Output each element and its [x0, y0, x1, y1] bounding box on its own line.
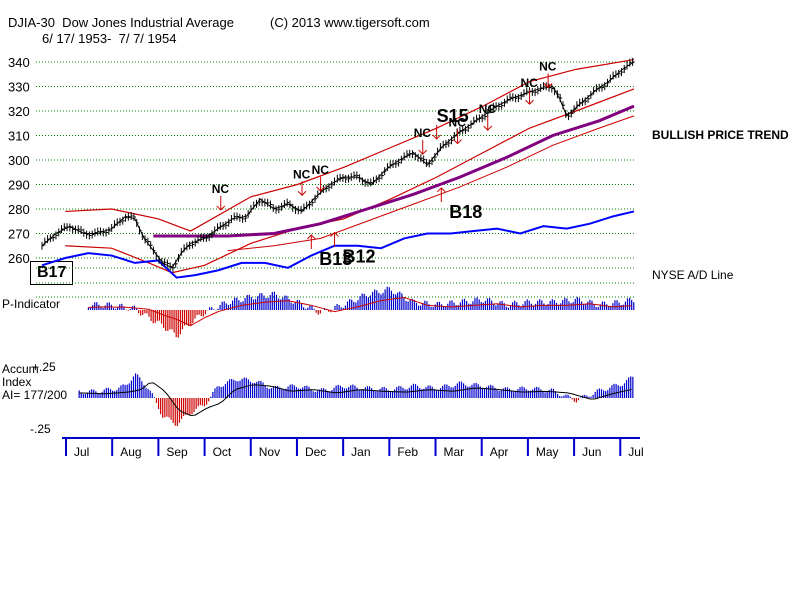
- signal-nc-arrowhead: [453, 139, 462, 145]
- accum-label: Accum: [2, 362, 39, 376]
- accum-ma: [79, 382, 632, 417]
- index-label: Index: [2, 375, 32, 389]
- y-tick-label: 300: [8, 153, 30, 168]
- month-label: Nov: [259, 445, 280, 459]
- accum-index-panel: [78, 373, 634, 427]
- b17-signal-box: B17: [30, 261, 74, 285]
- price-bars: [41, 57, 635, 272]
- month-label: Jul: [628, 445, 643, 459]
- month-label: Apr: [490, 445, 509, 459]
- date-range: 6/ 17/ 1953- 7/ 7/ 1954: [42, 31, 177, 46]
- y-tick-label: 280: [8, 202, 30, 217]
- series-lower-ma-band: [227, 115, 635, 252]
- signal-b18-label: B18: [449, 202, 482, 222]
- month-axis: Jul Aug Sep Oct Nov Dec Jan Feb Mar Apr May Jun Jul: [62, 437, 644, 459]
- signal-nc-label: NC: [479, 102, 497, 116]
- price-line: [41, 61, 635, 269]
- month-label: Sep: [166, 445, 188, 459]
- y-tick-label: 330: [8, 80, 30, 95]
- y-tick-label: 270: [8, 227, 30, 242]
- month-label: Aug: [120, 445, 141, 459]
- y-tick-label: 310: [8, 129, 30, 144]
- signal-nc-arrowhead: [418, 149, 428, 155]
- signal-nc-label: NC: [539, 59, 557, 73]
- series-moving-average: [153, 104, 635, 238]
- y-tick-label: 260: [8, 251, 30, 266]
- y-tick-label: 340: [8, 55, 30, 70]
- month-label: Jan: [351, 445, 370, 459]
- month-label: Jul: [74, 445, 89, 459]
- band-lines: [41, 58, 635, 279]
- p-indicator-label: P-Indicator: [2, 297, 61, 311]
- copyright-text: (C) 2013 www.tigersoft.com: [270, 15, 430, 30]
- signal-nc-arrowhead: [316, 186, 325, 192]
- ad-line-label: NYSE A/D Line: [652, 268, 734, 282]
- trend-label: BULLISH PRICE TREND: [652, 128, 789, 142]
- signal-b13-arrowhead: [306, 234, 316, 240]
- series-upper-band: [65, 58, 635, 232]
- accum-top-label: +.25: [32, 360, 56, 374]
- p-indicator-panel: [87, 286, 635, 338]
- signal-nc-arrowhead: [483, 125, 493, 131]
- month-label: Mar: [444, 445, 465, 459]
- signal-nc-arrowhead: [543, 83, 553, 89]
- signal-nc-arrowhead: [525, 99, 534, 105]
- signal-nc-label: NC: [312, 163, 330, 177]
- chart-title: DJIA-30 Dow Jones Industrial Average: [8, 15, 234, 30]
- signal-nc-arrowhead: [297, 190, 307, 196]
- signal-nc-label: NC: [293, 167, 311, 181]
- month-label: Dec: [305, 445, 326, 459]
- signal-b18-arrowhead: [436, 187, 446, 193]
- month-label: Feb: [397, 445, 418, 459]
- month-label: Oct: [213, 445, 232, 459]
- signal-nc-label: NC: [212, 182, 230, 196]
- signal-nc-label: NC: [521, 76, 539, 90]
- y-tick-label: 290: [8, 178, 30, 193]
- signal-b12-label: B12: [343, 247, 376, 267]
- signal-s15-arrowhead: [432, 134, 442, 140]
- signal-nc-label: NC: [449, 116, 467, 130]
- signal-nc-arrowhead: [216, 205, 226, 211]
- signal-b13-label: B13: [319, 249, 352, 269]
- y-tick-label: 320: [8, 104, 30, 119]
- ai-label: AI= 177/200: [2, 388, 68, 402]
- signal-s15-label: S15: [437, 106, 469, 126]
- month-label: May: [536, 445, 559, 459]
- signal-nc-label: NC: [414, 126, 432, 140]
- y-tick-labels: 260 270 280 290 300 310 320 330 340: [8, 55, 30, 266]
- p-indicator-ma: [88, 297, 632, 327]
- accum-bottom-label: -.25: [30, 422, 51, 436]
- signal-b12-arrowhead: [330, 231, 339, 237]
- month-label: Jun: [582, 445, 601, 459]
